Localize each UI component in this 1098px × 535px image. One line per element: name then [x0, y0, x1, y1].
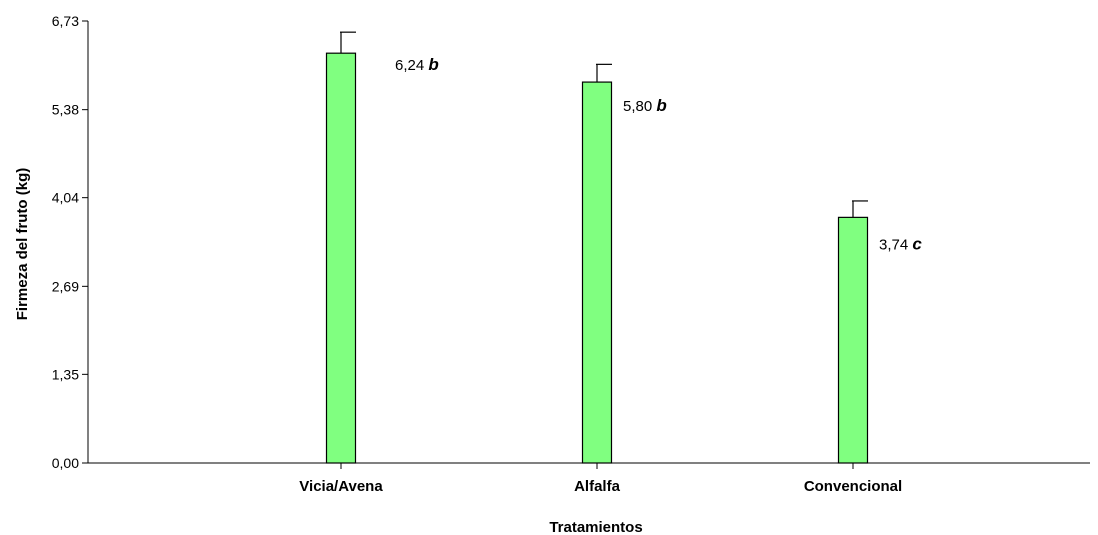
x-axis-title: Tratamientos	[549, 519, 642, 535]
y-tick-label: 2,69	[52, 278, 79, 294]
bar	[325, 52, 357, 464]
y-tick-label: 4,04	[52, 190, 79, 206]
bar	[837, 216, 869, 464]
y-tick-label: 0,00	[52, 455, 79, 471]
y-axis-title: Firmeza del fruto (kg)	[14, 168, 31, 321]
y-tick-label: 1,35	[52, 366, 79, 382]
y-tick-label: 5,38	[52, 102, 79, 118]
x-tick-label: Vicia/Avena	[299, 478, 383, 495]
x-tick-label: Convencional	[804, 478, 902, 495]
bars: 6,24 b 5,80 b 3,74 c	[325, 31, 922, 464]
x-axis: Vicia/Avena Alfalfa Convencional	[88, 462, 1090, 495]
data-label: 6,24 b	[395, 55, 439, 74]
y-axis: 0,00 1,35 2,69 4,04 5,38 6,73	[52, 13, 89, 471]
data-label: 3,74 c	[879, 234, 922, 253]
data-label: 5,80 b	[623, 96, 667, 115]
y-tick-label: 6,73	[52, 13, 79, 29]
x-tick-label: Alfalfa	[574, 478, 621, 495]
bar	[581, 81, 613, 464]
